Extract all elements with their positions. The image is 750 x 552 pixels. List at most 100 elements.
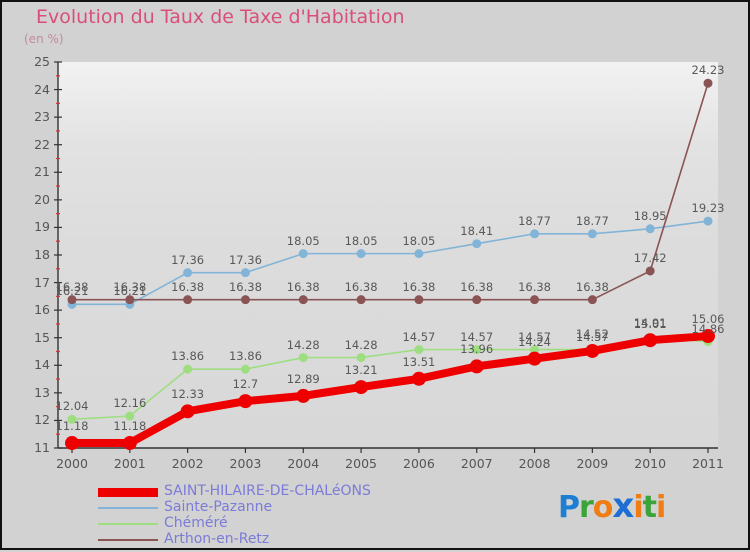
x-axis-tick-label: 2004	[287, 456, 320, 471]
legend-swatch-icon	[98, 507, 158, 509]
data-point-label: 16.38	[113, 279, 147, 294]
data-point-label: 16.38	[55, 279, 89, 294]
data-point-label: 18.95	[633, 208, 667, 223]
data-point-label: 18.77	[575, 213, 609, 228]
y-axis-tick-label: 22	[34, 136, 50, 152]
legend-swatch-icon	[98, 539, 158, 541]
legend-swatch-icon	[98, 488, 158, 497]
x-axis-tick-label: 2003	[229, 456, 262, 471]
legend-item-0[interactable]: SAINT-HILAIRE-DE-CHALéONS	[98, 483, 428, 500]
logo-letter-i1: i	[633, 490, 643, 525]
data-point-label: 15.06	[691, 312, 725, 327]
legend-item-2[interactable]: Chéméré	[98, 515, 428, 532]
x-axis-tick-label: 2002	[171, 456, 204, 471]
y-axis-tick-label: 16	[34, 302, 50, 318]
data-point-label: 12.33	[171, 387, 205, 402]
data-point-label: 16.38	[171, 279, 205, 294]
x-axis-tick-label: 2008	[518, 456, 551, 471]
legend-item-label: Sainte-Pazanne	[164, 499, 273, 515]
data-point-label: 18.41	[460, 223, 494, 238]
y-axis-tick-label: 19	[34, 219, 50, 235]
data-point-label: 11.18	[113, 419, 147, 434]
data-point-label: 18.77	[518, 213, 551, 228]
y-axis-tick-label: 25	[34, 54, 50, 69]
y-axis-tick-label: 14	[34, 357, 50, 373]
legend-item-3[interactable]: Arthon-en-Retz	[98, 531, 428, 548]
y-axis-tick-label: 21	[34, 164, 50, 180]
logo-letter-t: t	[642, 490, 657, 525]
data-point-label: 16.38	[460, 279, 494, 294]
data-point-label: 13.51	[402, 354, 436, 369]
data-point-label: 13.86	[171, 349, 205, 364]
y-axis-tick-label: 13	[34, 384, 50, 400]
data-point-label: 12.7	[232, 377, 259, 392]
data-point-label: 17.36	[228, 252, 262, 267]
data-point-label: 14.28	[286, 337, 320, 352]
proxiti-logo[interactable]: Proxiti	[558, 486, 666, 526]
x-axis-tick-label: 2005	[345, 456, 377, 471]
data-point-label: 14.57	[518, 329, 551, 344]
data-point-label: 16.38	[286, 279, 320, 294]
data-point-label: 16.38	[518, 279, 551, 294]
x-axis-tick-label: 2009	[576, 456, 609, 471]
data-point-label: 14.52	[575, 326, 609, 341]
logo-letter-i2: i	[656, 490, 666, 525]
page-title: Evolution du Taux de Taxe d'Habitation	[36, 6, 405, 28]
y-axis-tick-label: 15	[34, 329, 50, 345]
x-axis-tick-label: 2000	[56, 456, 88, 471]
legend-item-label: SAINT-HILAIRE-DE-CHALéONS	[164, 483, 371, 499]
x-axis-tick-label: 2010	[634, 456, 667, 471]
data-point-label: 14.91	[633, 316, 667, 331]
x-axis-tick-label: 2007	[460, 456, 493, 471]
data-point-label: 18.05	[286, 233, 320, 248]
data-point-label: 14.28	[344, 337, 378, 352]
axis-unit-label: (en %)	[24, 32, 64, 46]
logo-letter-o: o	[592, 490, 614, 525]
data-point-label: 12.89	[286, 371, 320, 386]
data-point-label: 15.01	[633, 317, 667, 332]
data-point-label: 18.05	[402, 233, 436, 248]
data-point-label: 16.38	[402, 279, 436, 294]
data-point-label: 12.16	[113, 396, 147, 411]
data-point-label: 16.21	[113, 284, 147, 299]
series-layer	[65, 78, 715, 451]
logo-letter-r: r	[579, 490, 594, 525]
legend-item-label: Chéméré	[164, 515, 228, 531]
legend-item-1[interactable]: Sainte-Pazanne	[98, 499, 428, 516]
y-axis-tick-label: 20	[34, 191, 50, 207]
data-point-label: 17.36	[171, 252, 205, 267]
x-axis-tick-label: 2011	[692, 456, 724, 471]
data-point-label: 17.42	[633, 250, 667, 265]
x-axis-tick-label: 2001	[113, 456, 146, 471]
legend-swatch-icon	[98, 523, 158, 525]
data-point-label: 14.57	[402, 329, 436, 344]
data-point-label: 16.38	[575, 279, 609, 294]
chart-legend: SAINT-HILAIRE-DE-CHALéONS Sainte-Pazanne…	[98, 483, 428, 548]
logo-letter-x: x	[612, 486, 634, 526]
axes-layer	[54, 61, 718, 453]
data-point-label: 14.86	[691, 321, 725, 336]
data-point-label: 12.04	[55, 399, 89, 414]
data-point-label: 18.05	[344, 233, 378, 248]
y-axis-tick-label: 24	[34, 81, 50, 97]
data-point-label: 13.96	[460, 342, 494, 357]
data-point-label: 16.38	[344, 279, 378, 294]
data-point-label: 16.21	[55, 284, 89, 299]
data-point-label: 13.86	[228, 349, 262, 364]
y-axis-tick-label: 18	[34, 247, 50, 262]
y-axis-tick-label: 17	[34, 274, 50, 290]
data-point-label: 24.23	[691, 63, 725, 78]
data-point-label: 16.38	[228, 279, 262, 294]
y-axis-tick-label: 23	[34, 109, 50, 125]
data-point-label: 14.57	[460, 329, 494, 344]
x-axis-tick-label: 2006	[403, 456, 435, 471]
legend-item-label: Arthon-en-Retz	[164, 531, 270, 547]
logo-letter-p: P	[558, 490, 580, 525]
data-point-label: 13.21	[344, 363, 378, 378]
y-axis-tick-label: 12	[34, 412, 50, 428]
data-point-label: 19.23	[691, 201, 725, 216]
data-point-label: 14.24	[518, 334, 551, 349]
data-point-label: 11.18	[55, 419, 89, 434]
